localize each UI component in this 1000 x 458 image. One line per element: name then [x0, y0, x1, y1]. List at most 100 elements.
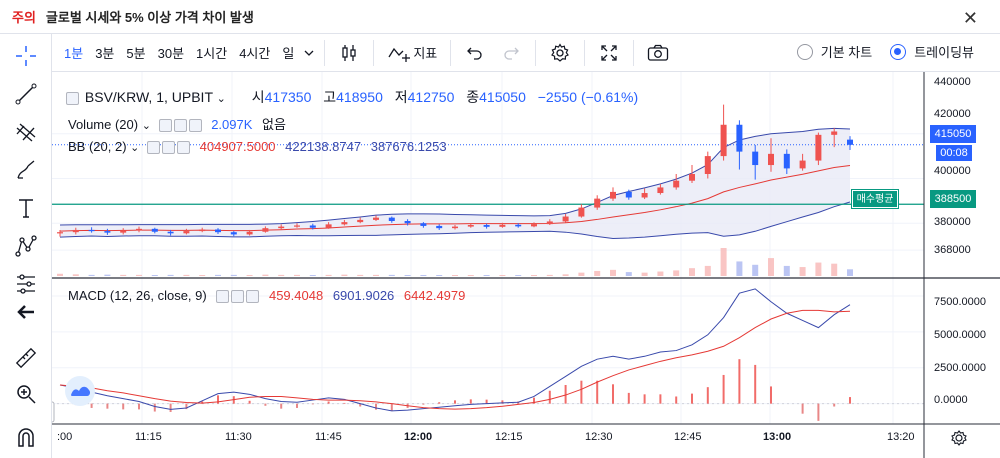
- interval-4h[interactable]: 4시간: [239, 46, 271, 61]
- brush-icon[interactable]: [12, 156, 40, 184]
- interval-1d[interactable]: 일: [282, 46, 295, 61]
- candle-body: [483, 225, 490, 227]
- volume-bar: [673, 270, 680, 276]
- toolbar-divider: [633, 39, 635, 66]
- volume-bar: [736, 261, 743, 276]
- volume-bar: [357, 274, 364, 276]
- chevron-down-icon[interactable]: [300, 38, 318, 68]
- back-arrow-icon[interactable]: [12, 298, 40, 326]
- settings-icon[interactable]: [162, 141, 175, 155]
- avg-price-label: 매수평균: [851, 189, 899, 209]
- time-axis-label: 12:45: [674, 431, 702, 443]
- pane-toggle-icon[interactable]: [47, 401, 55, 423]
- redo-icon[interactable]: [496, 38, 526, 68]
- candle-body: [357, 219, 364, 223]
- price-axis-label: 420000: [934, 108, 971, 120]
- volume-bar: [783, 265, 790, 276]
- time-axis-label: 12:15: [495, 431, 523, 443]
- zoom-icon[interactable]: [12, 380, 40, 408]
- volume-bar: [531, 275, 537, 276]
- volume-bar: [799, 267, 806, 276]
- volume-bar: [594, 270, 601, 276]
- eye-icon[interactable]: [158, 119, 172, 133]
- remove-icon[interactable]: [246, 290, 260, 304]
- fib-retracement-icon[interactable]: [12, 118, 40, 146]
- radio-basic-chart[interactable]: [796, 43, 813, 60]
- ruler-icon[interactable]: [12, 344, 40, 372]
- trend-line-icon[interactable]: [12, 80, 40, 108]
- chevron-down-icon[interactable]: ⌄: [216, 93, 226, 105]
- chevron-down-icon[interactable]: ⌄: [141, 120, 151, 132]
- candle-body: [578, 207, 585, 217]
- macd-legend: MACD (12, 26, close, 9) 459.4048 6901.90…: [68, 288, 466, 304]
- chart-area[interactable]: BSV/KRW, 1, UPBIT ⌄ 시417350 고418950 저412…: [47, 72, 1000, 458]
- eye-icon[interactable]: [147, 141, 160, 155]
- interval-5m[interactable]: 5분: [126, 46, 146, 61]
- volume-bar: [657, 271, 664, 276]
- text-tool-icon[interactable]: [12, 194, 40, 222]
- settings-icon[interactable]: [173, 119, 187, 133]
- candlestick-icon[interactable]: [334, 38, 364, 68]
- tradingview-logo-icon[interactable]: [65, 376, 95, 406]
- volume-bar: [325, 274, 332, 276]
- prediction-icon[interactable]: [12, 270, 40, 298]
- crosshair-icon[interactable]: [12, 42, 40, 70]
- warning-tag: 주의: [12, 10, 36, 25]
- settings-gear-icon[interactable]: [545, 38, 575, 68]
- candle-body: [467, 225, 474, 227]
- volume-bar: [483, 275, 490, 276]
- eye-icon[interactable]: [216, 290, 230, 304]
- candle-body: [768, 153, 774, 166]
- pattern-icon[interactable]: [12, 232, 40, 260]
- volume-bar: [467, 275, 474, 276]
- indicators-button[interactable]: 지표: [383, 38, 441, 68]
- interval-3m[interactable]: 3분: [95, 46, 115, 61]
- volume-legend: Volume (20) ⌄ 2.097K 없음: [68, 114, 286, 133]
- remove-icon[interactable]: [177, 141, 190, 155]
- macd-axis-label: 7500.0000: [934, 296, 986, 308]
- axis-settings-icon[interactable]: [951, 430, 967, 446]
- chart-canvas[interactable]: [47, 72, 1000, 458]
- candle-body: [373, 217, 379, 220]
- interval-1h[interactable]: 1시간: [196, 46, 228, 61]
- toolbar-divider: [535, 39, 537, 66]
- undo-icon[interactable]: [460, 38, 490, 68]
- bb-upper-line: [59, 127, 851, 226]
- volume-bar: [246, 274, 253, 276]
- collapse-legend-button[interactable]: [66, 91, 79, 105]
- candle-body: [610, 191, 616, 199]
- bb-name[interactable]: BB (20, 2): [68, 139, 127, 154]
- candle-body: [799, 160, 806, 169]
- candle-body: [215, 229, 221, 233]
- symbol-name[interactable]: BSV/KRW, 1, UPBIT: [84, 89, 213, 105]
- radio-tradingview[interactable]: [890, 43, 907, 60]
- volume-bar: [199, 275, 206, 276]
- high-value: 418950: [336, 89, 383, 105]
- last-price-tag: 415050: [930, 125, 976, 143]
- close-icon[interactable]: ✕: [962, 8, 978, 28]
- time-axis-label: 12:00: [404, 431, 433, 443]
- volume-bar: [120, 274, 127, 276]
- toolbar-divider: [584, 39, 586, 66]
- interval-30m[interactable]: 30분: [157, 46, 185, 61]
- chevron-down-icon[interactable]: ⌄: [130, 142, 140, 154]
- settings-icon[interactable]: [231, 290, 245, 304]
- magnet-icon[interactable]: [12, 424, 40, 452]
- volume-bar: [72, 274, 79, 276]
- macd-signal-value: 6442.4979: [403, 288, 466, 303]
- camera-icon[interactable]: [643, 38, 673, 68]
- candle-body: [515, 224, 522, 227]
- remove-icon[interactable]: [188, 119, 202, 133]
- volume-value: 2.097K: [211, 117, 253, 132]
- candle-body: [641, 193, 648, 198]
- volume-name[interactable]: Volume (20): [68, 117, 139, 132]
- volume-bar: [610, 269, 616, 276]
- interval-1m[interactable]: 1분: [64, 46, 84, 61]
- time-axis-label: 12:30: [585, 431, 613, 443]
- bb-lower-value: 387676.1253: [370, 139, 447, 154]
- price-axis-label: 368000: [934, 244, 971, 256]
- macd-name[interactable]: MACD (12, 26, close, 9): [68, 288, 207, 303]
- fullscreen-icon[interactable]: [594, 38, 624, 68]
- candle-body: [246, 231, 253, 235]
- tradingview-label: 트레이딩뷰: [914, 45, 974, 60]
